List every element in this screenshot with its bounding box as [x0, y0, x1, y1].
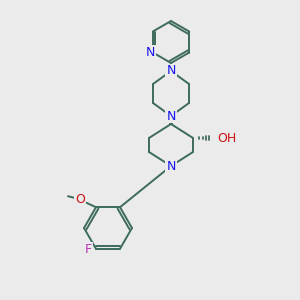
Text: O: O: [75, 193, 85, 206]
Polygon shape: [169, 116, 173, 124]
Text: F: F: [85, 243, 92, 256]
Text: OH: OH: [217, 131, 236, 145]
Text: N: N: [166, 64, 176, 77]
Text: N: N: [166, 110, 176, 122]
Text: N: N: [166, 160, 176, 172]
Text: N: N: [146, 46, 155, 59]
